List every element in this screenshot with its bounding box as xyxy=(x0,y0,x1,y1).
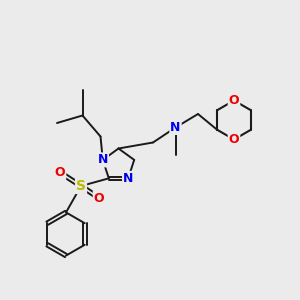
Text: N: N xyxy=(98,153,108,167)
Text: N: N xyxy=(170,121,181,134)
Text: N: N xyxy=(123,172,134,185)
Text: S: S xyxy=(76,179,86,193)
Text: O: O xyxy=(94,191,104,205)
Text: O: O xyxy=(229,94,239,107)
Text: O: O xyxy=(229,133,239,146)
Text: O: O xyxy=(55,166,65,179)
